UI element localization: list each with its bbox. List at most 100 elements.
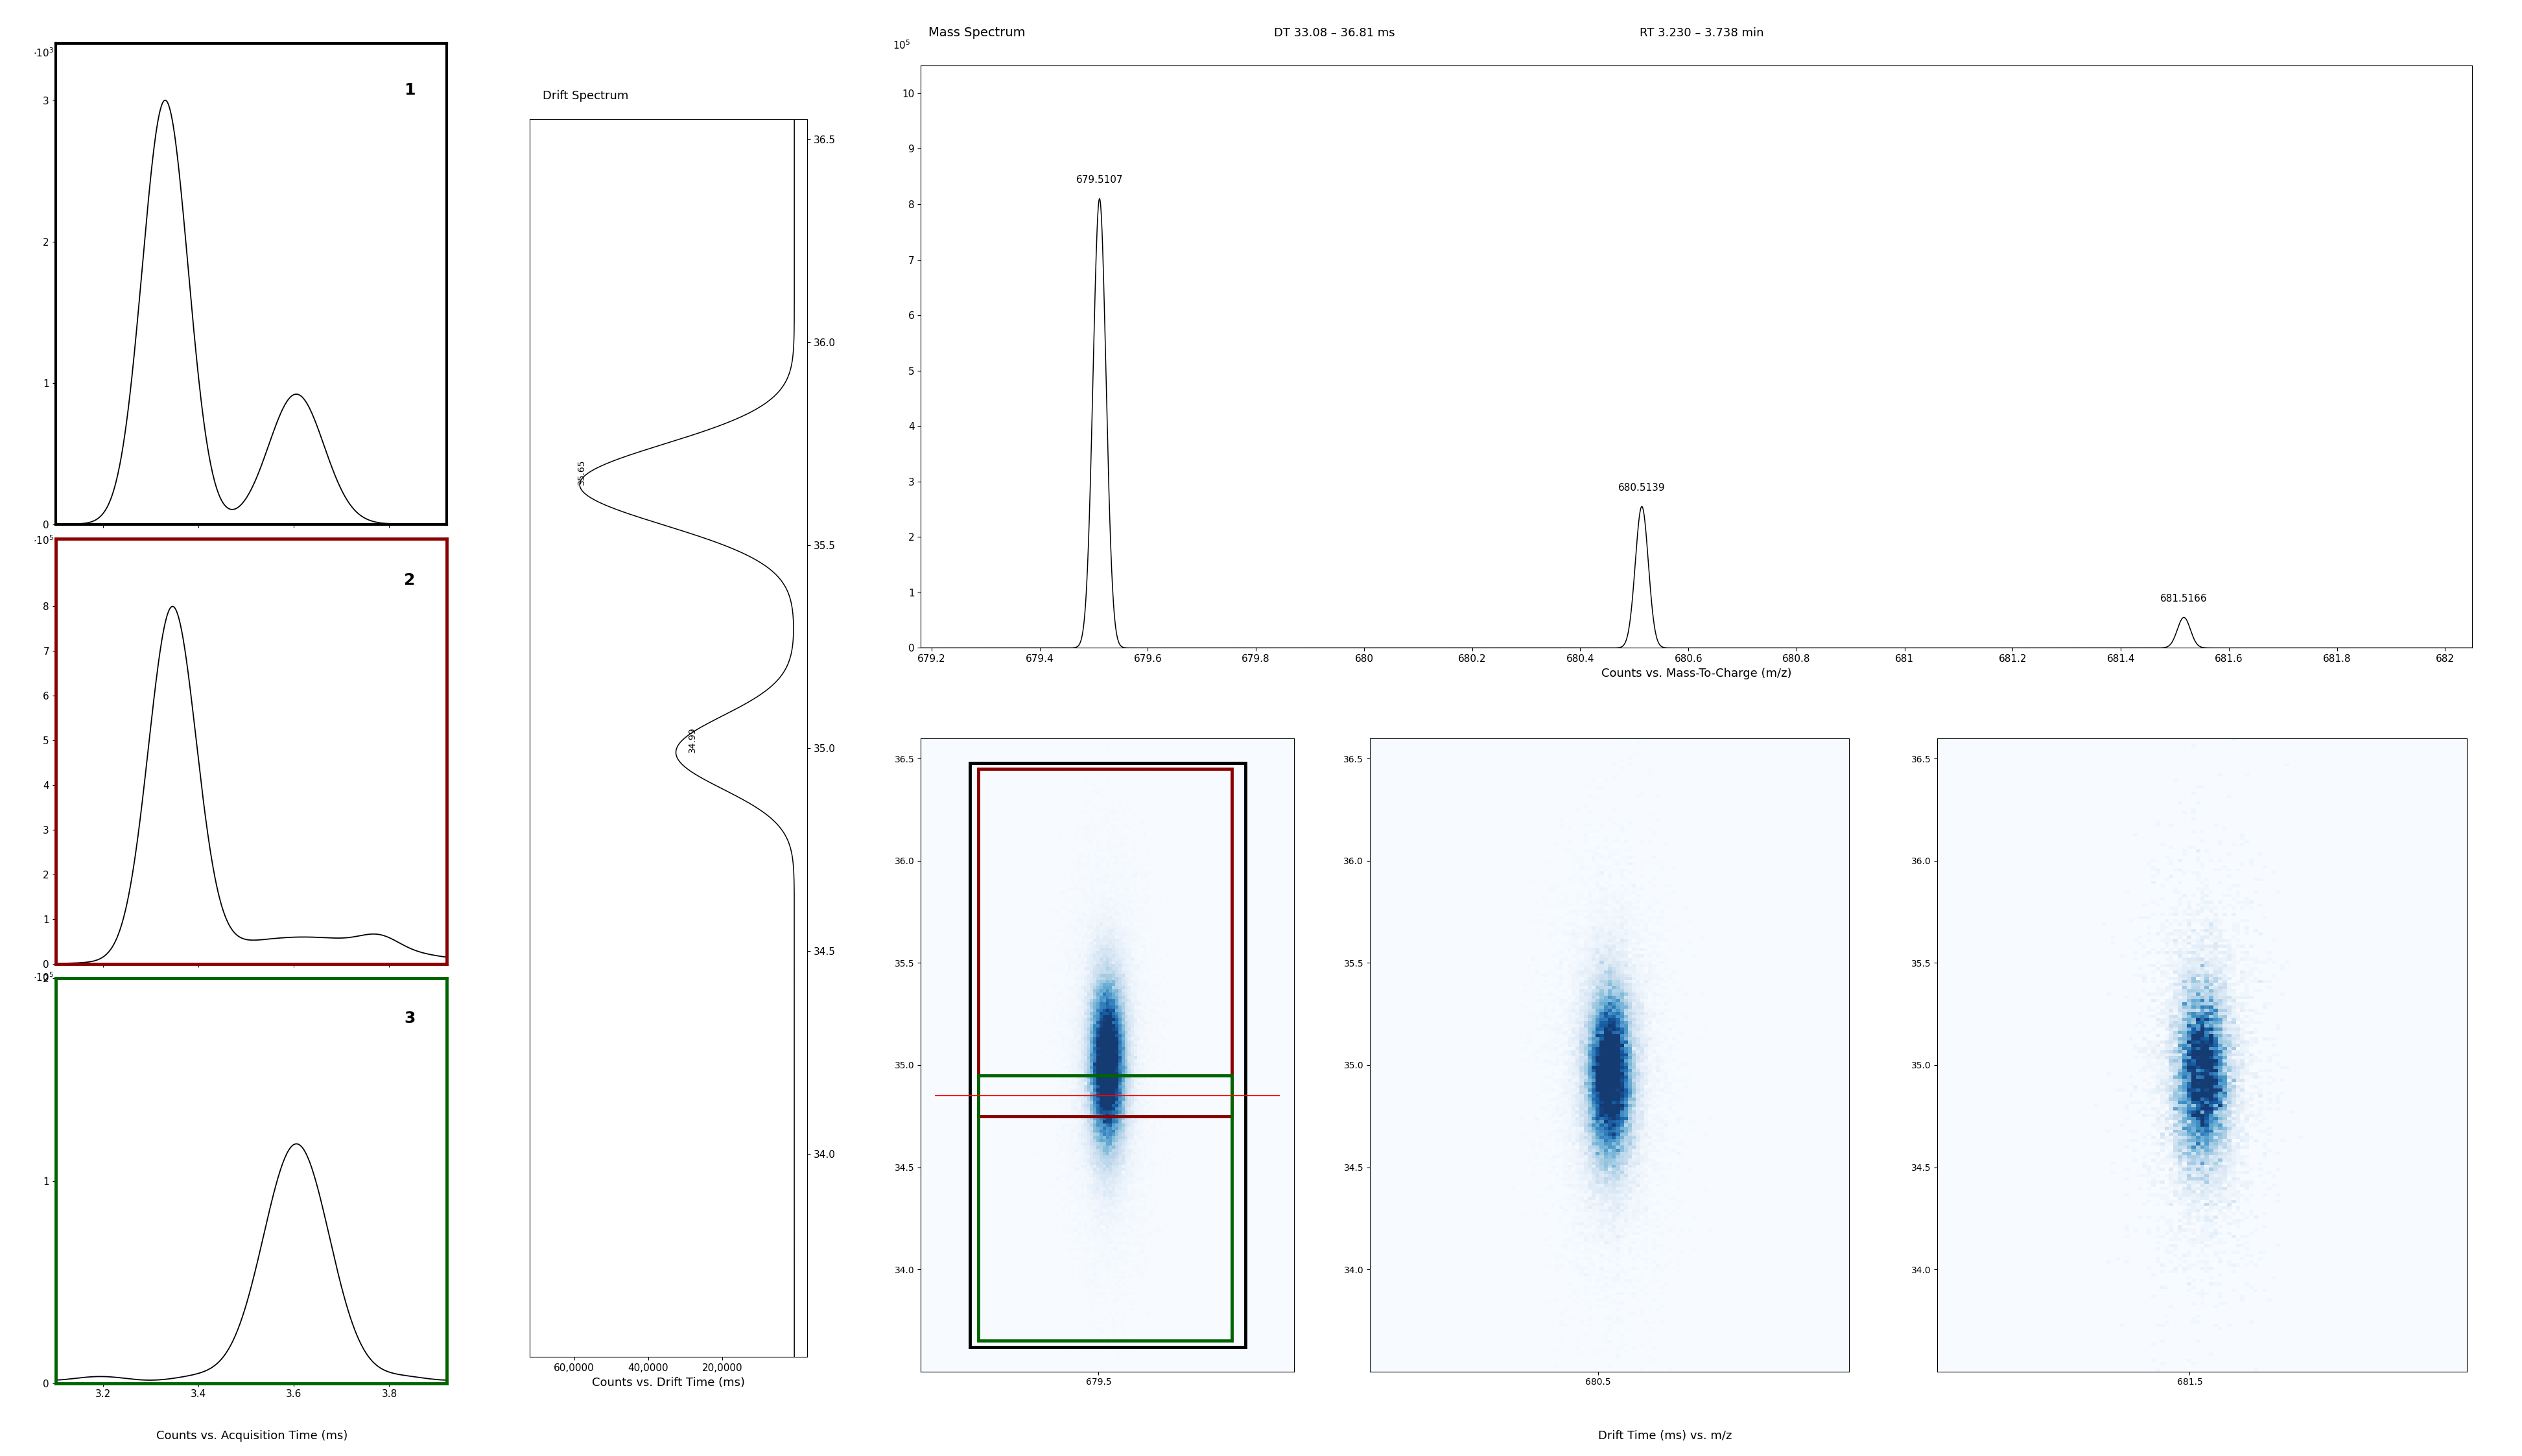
Point: [2192, 1093, 2232, 1117]
Point: [1122, 1152, 1163, 1175]
Point: [2212, 1101, 2252, 1124]
Point: [1589, 1208, 1629, 1232]
Point: [1049, 1190, 1090, 1213]
Point: [1589, 1155, 1629, 1178]
Point: [1097, 1082, 1137, 1105]
Point: [1059, 868, 1100, 891]
Point: [1634, 1104, 1675, 1127]
Point: [1614, 1187, 1654, 1210]
Point: [2176, 938, 2217, 961]
Point: [1594, 1034, 1634, 1057]
Point: [1057, 805, 1097, 828]
Point: [1142, 1211, 1183, 1235]
Point: [1574, 938, 1614, 961]
Point: [1516, 919, 1556, 942]
Point: [1642, 1008, 1682, 1031]
Point: [1112, 1155, 1153, 1178]
Point: [1110, 1155, 1150, 1178]
Point: [2159, 881, 2199, 904]
Point: [2257, 1190, 2298, 1213]
Point: [2257, 1018, 2298, 1041]
Point: [1057, 1109, 1097, 1133]
Point: [1614, 910, 1654, 933]
Point: [1100, 875, 1140, 898]
Point: [2217, 1031, 2257, 1054]
Point: [2141, 1139, 2182, 1162]
Point: [1536, 973, 1576, 996]
Point: [2204, 1144, 2245, 1168]
Point: [1069, 961, 1110, 984]
Point: [2234, 1002, 2275, 1025]
Point: [1074, 1008, 1115, 1031]
Point: [2141, 1353, 2182, 1376]
Point: [1561, 1012, 1601, 1035]
Point: [1554, 1075, 1594, 1098]
Point: [2182, 852, 2222, 875]
Point: [1624, 1192, 1665, 1216]
Point: [1137, 1037, 1178, 1060]
Point: [1117, 1136, 1158, 1159]
Point: [2169, 993, 2209, 1016]
Point: [1654, 1037, 1695, 1060]
Point: [1554, 1139, 1594, 1162]
Point: [1039, 919, 1079, 942]
Point: [1100, 1179, 1140, 1203]
Point: [1601, 1281, 1642, 1305]
Point: [1110, 1114, 1150, 1137]
Point: [1084, 1243, 1125, 1267]
Point: [2169, 932, 2209, 955]
Point: [1601, 973, 1642, 996]
Point: [1533, 1144, 1574, 1168]
Point: [1596, 980, 1637, 1003]
Point: [1044, 1139, 1084, 1162]
Point: [1634, 964, 1675, 987]
Point: [1059, 1028, 1100, 1051]
Point: [1584, 964, 1624, 987]
Point: [1052, 1053, 1092, 1076]
Point: [1561, 993, 1601, 1016]
Point: [2199, 830, 2240, 853]
Point: [1100, 1028, 1140, 1051]
Point: [1536, 1037, 1576, 1060]
Point: [1556, 1120, 1596, 1143]
Point: [1084, 961, 1125, 984]
Point: [1092, 1267, 1132, 1290]
Point: [1082, 1021, 1122, 1044]
Point: [1102, 1040, 1142, 1063]
Point: [2159, 1130, 2199, 1153]
Point: [1105, 1034, 1145, 1057]
Point: [1601, 1028, 1642, 1051]
Point: [1543, 1200, 1584, 1223]
Point: [1072, 1085, 1112, 1108]
Point: [2194, 1171, 2234, 1194]
Point: [1642, 977, 1682, 1000]
Point: [1137, 1238, 1178, 1261]
Point: [1589, 926, 1629, 949]
Point: [1097, 1037, 1137, 1060]
Point: [2164, 1251, 2204, 1274]
Point: [1082, 1211, 1122, 1235]
Point: [1072, 871, 1112, 894]
Point: [1037, 1139, 1077, 1162]
Point: [1130, 1104, 1170, 1127]
Point: [1589, 942, 1629, 965]
Point: [1533, 996, 1574, 1019]
Point: [1523, 887, 1564, 910]
Point: [2240, 1241, 2280, 1264]
Point: [1024, 1050, 1064, 1073]
Point: [1581, 1125, 1622, 1149]
Point: [1077, 862, 1117, 885]
Point: [1084, 1160, 1125, 1184]
Point: [2136, 1107, 2176, 1130]
Point: [1049, 945, 1090, 968]
Point: [1064, 1187, 1105, 1210]
Point: [1601, 1085, 1642, 1108]
Point: [1037, 1021, 1077, 1044]
Point: [1549, 1044, 1589, 1067]
Point: [1549, 1109, 1589, 1133]
Point: [1100, 986, 1140, 1009]
Point: [1064, 999, 1105, 1022]
Point: [1617, 993, 1657, 1016]
Point: [1052, 967, 1092, 990]
Point: [1112, 954, 1153, 977]
